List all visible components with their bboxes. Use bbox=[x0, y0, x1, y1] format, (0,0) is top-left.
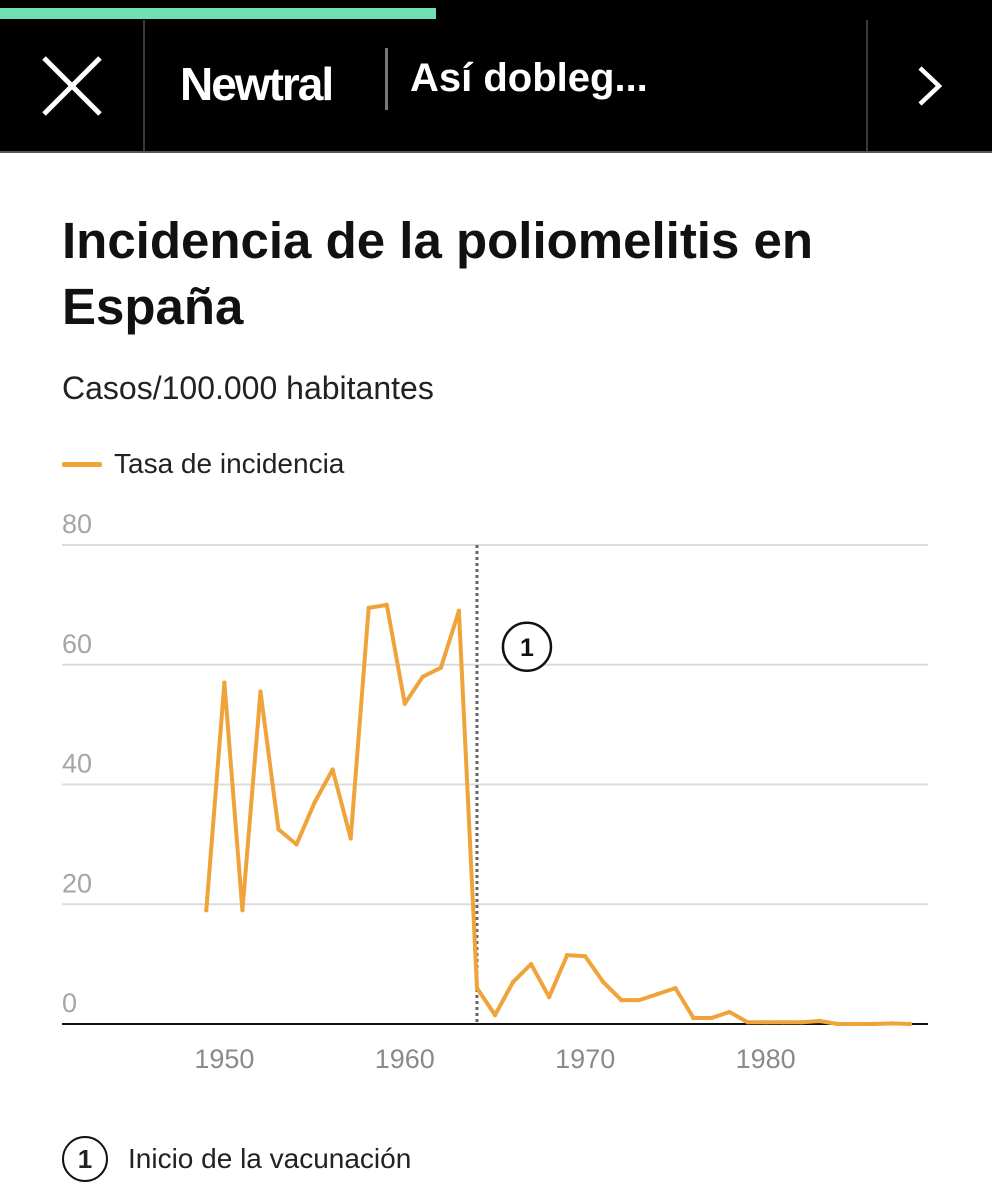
data-point bbox=[817, 1018, 822, 1024]
annotation-note-marker: 1 bbox=[62, 1136, 108, 1182]
brand-name: Newtral bbox=[180, 58, 334, 110]
close-icon bbox=[41, 55, 102, 116]
data-point bbox=[871, 1021, 877, 1027]
top-bar: Newtral Así dobleg... bbox=[0, 20, 992, 153]
header-divider bbox=[385, 48, 388, 110]
annotation-marker bbox=[501, 621, 553, 673]
data-point bbox=[745, 1020, 750, 1025]
data-point bbox=[474, 985, 480, 991]
reading-progress-track bbox=[0, 0, 992, 20]
annotation-note: 1 Inicio de la vacunación bbox=[62, 1136, 411, 1182]
data-point bbox=[330, 767, 335, 772]
data-point bbox=[456, 608, 462, 614]
data-point bbox=[853, 1021, 859, 1027]
series-line bbox=[204, 602, 912, 1026]
data-point bbox=[204, 908, 209, 913]
data-point bbox=[727, 1009, 732, 1015]
data-point bbox=[276, 827, 281, 832]
y-tick-label: 80 bbox=[62, 509, 92, 539]
data-point bbox=[889, 1021, 895, 1026]
data-point bbox=[619, 997, 624, 1003]
data-point bbox=[637, 997, 642, 1003]
data-point bbox=[240, 908, 245, 913]
x-tick-label: 1980 bbox=[736, 1044, 796, 1074]
reading-progress-bar bbox=[0, 8, 437, 19]
annotation-marker-label: 1 bbox=[520, 634, 534, 662]
y-tick-label: 40 bbox=[62, 749, 92, 779]
data-point bbox=[781, 1020, 786, 1025]
y-tick-label: 0 bbox=[62, 988, 77, 1018]
data-point bbox=[528, 961, 534, 967]
legend-label: Tasa de incidencia bbox=[114, 448, 345, 479]
y-tick-label: 20 bbox=[62, 868, 92, 898]
data-point bbox=[799, 1020, 804, 1025]
data-point bbox=[420, 674, 426, 679]
data-point bbox=[384, 602, 389, 608]
data-point bbox=[258, 689, 263, 694]
chart-subtitle: Casos/100.000 habitantes bbox=[62, 370, 434, 406]
data-point bbox=[546, 994, 552, 1000]
data-point bbox=[601, 979, 606, 985]
data-point bbox=[366, 605, 371, 611]
data-point bbox=[492, 1012, 498, 1018]
data-point bbox=[673, 985, 678, 991]
data-point bbox=[835, 1021, 840, 1027]
x-tick-label: 1950 bbox=[194, 1044, 254, 1074]
annotation-note-label: Inicio de la vacunación bbox=[128, 1143, 412, 1174]
line-chart: 0 20 40 60 80 1950 1960 1970 1980 1 bbox=[62, 509, 928, 1074]
data-point bbox=[709, 1015, 714, 1021]
next-article-button[interactable] bbox=[866, 20, 992, 151]
data-point bbox=[691, 1015, 696, 1021]
data-point bbox=[510, 979, 516, 985]
chart-legend: Tasa de incidencia bbox=[62, 448, 344, 480]
data-point bbox=[312, 800, 317, 805]
brand-logo[interactable]: Newtral bbox=[180, 54, 334, 114]
data-point bbox=[348, 836, 353, 841]
x-tick-label: 1960 bbox=[375, 1044, 435, 1074]
data-point bbox=[402, 701, 407, 706]
data-point bbox=[222, 680, 227, 685]
data-point bbox=[583, 954, 588, 959]
data-point bbox=[763, 1020, 768, 1025]
chevron-right-icon bbox=[918, 65, 943, 106]
x-tick-label: 1970 bbox=[555, 1044, 615, 1074]
y-tick-label: 60 bbox=[62, 629, 92, 659]
data-point bbox=[564, 952, 570, 958]
close-button[interactable] bbox=[0, 20, 145, 151]
data-point bbox=[655, 991, 660, 997]
legend-swatch bbox=[62, 461, 102, 467]
data-point bbox=[438, 665, 444, 670]
article-title[interactable]: Así dobleg... bbox=[410, 56, 648, 100]
data-point bbox=[294, 842, 299, 847]
data-point bbox=[907, 1021, 913, 1027]
chart-title: Incidencia de la poliomelitis en España bbox=[62, 212, 814, 335]
